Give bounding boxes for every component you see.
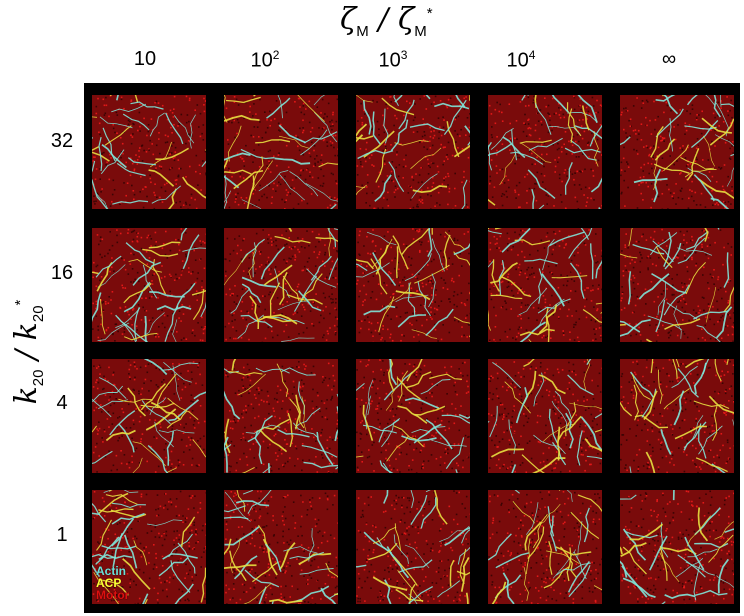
column-label-3: 104 <box>506 48 536 72</box>
panel-r3-c3 <box>488 490 602 604</box>
row-label-1: 16 <box>50 262 74 284</box>
panel-r2-c3 <box>488 359 602 473</box>
legend-acp: ACP <box>96 576 122 590</box>
legend-actin: Actin <box>96 564 126 578</box>
panel-r2-c1 <box>224 359 338 473</box>
panel-r2-c0 <box>92 359 206 473</box>
row-label-3: 1 <box>56 524 68 546</box>
panel-r1-c1 <box>224 228 338 342</box>
panel-r0-c3 <box>488 95 602 209</box>
left-axis-title: k20 / k20* <box>9 299 47 405</box>
panel-r1-c3 <box>488 228 602 342</box>
column-label-4: ∞ <box>661 48 677 70</box>
panel-r1-c2 <box>356 228 470 342</box>
panel-r0-c4 <box>620 95 734 209</box>
panel-r0-c2 <box>356 95 470 209</box>
panel-r3-c1 <box>224 490 338 604</box>
column-label-2: 103 <box>378 48 408 72</box>
legend: Actin ACP Motor <box>96 565 129 601</box>
panel-r2-c4 <box>620 359 734 473</box>
legend-motor: Motor <box>96 588 130 602</box>
panel-r1-c4 <box>620 228 734 342</box>
panel-r1-c0 <box>92 228 206 342</box>
row-label-0: 32 <box>50 130 74 152</box>
top-axis-title: ζM / ζM* <box>340 2 433 40</box>
panel-r0-c0 <box>92 95 206 209</box>
row-label-2: 4 <box>56 392 68 414</box>
panel-r2-c2 <box>356 359 470 473</box>
panel-r3-c2 <box>356 490 470 604</box>
column-label-0: 10 <box>133 48 157 70</box>
panel-r3-c4 <box>620 490 734 604</box>
panel-r3-c0 <box>92 490 206 604</box>
panel-r0-c1 <box>224 95 338 209</box>
column-label-1: 102 <box>250 48 280 72</box>
